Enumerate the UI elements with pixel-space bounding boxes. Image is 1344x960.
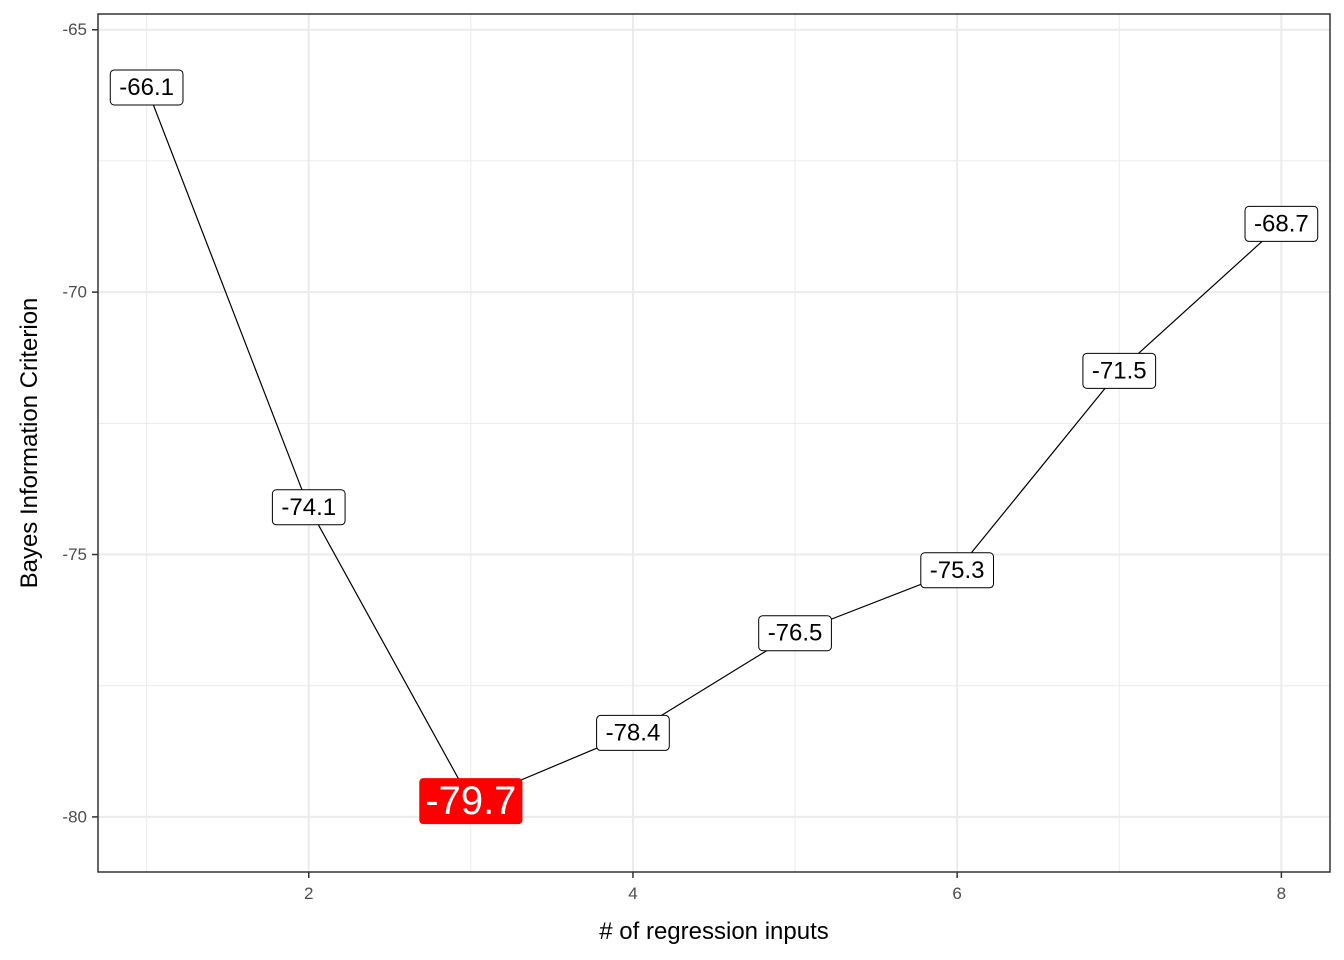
minor-gridlines [98,14,1330,872]
x-tick-label: 2 [304,884,313,903]
data-label-text: -66.1 [119,74,174,101]
data-labels: -66.1 -74.1 -79.7 -78.4 -76.5 -75.3 -71.5 -68.7 [109,69,1319,825]
y-tick-label: -75 [62,545,87,564]
data-label-minimum: -79.7 [419,778,523,825]
data-label: -78.4 [596,714,670,751]
series-line [146,87,1282,802]
major-gridlines [98,14,1330,872]
data-label-text: -76.5 [768,620,823,647]
data-label: -68.7 [1244,205,1319,242]
data-label-text: -71.5 [1092,357,1147,384]
y-tick-label: -80 [62,807,87,826]
data-label-text: -78.4 [606,719,661,746]
y-axis-title: Bayes Information Criterion [16,298,43,589]
data-label-box [596,714,670,751]
data-label-box [1244,205,1319,242]
bic-series-line [146,87,1282,802]
data-label-text: -75.3 [930,557,985,584]
data-label-box [758,615,832,652]
data-label-text: -74.1 [281,494,336,521]
y-tick-label: -65 [62,20,87,39]
data-label: -76.5 [758,615,832,652]
data-label-box [271,489,346,526]
panel-border [97,13,1331,873]
data-label: -66.1 [109,69,184,106]
axis-ticks: 2 4 6 8 -65 -70 -75 -80 [62,20,1286,903]
data-label-text: -68.7 [1254,210,1309,237]
data-label-box [109,69,184,106]
data-label-minimum-box [419,778,523,825]
data-label: -75.3 [920,552,995,589]
x-tick-label: 4 [628,884,637,903]
x-tick-label: 8 [1277,884,1286,903]
data-label-box [1082,352,1157,389]
data-label: -74.1 [271,489,346,526]
x-axis-title: # of regression inputs [599,918,828,945]
data-label: -71.5 [1082,352,1157,389]
y-tick-label: -70 [62,283,87,302]
x-tick-label: 6 [952,884,961,903]
data-label-minimum-text: -79.7 [425,779,516,823]
data-label-box [920,552,995,589]
